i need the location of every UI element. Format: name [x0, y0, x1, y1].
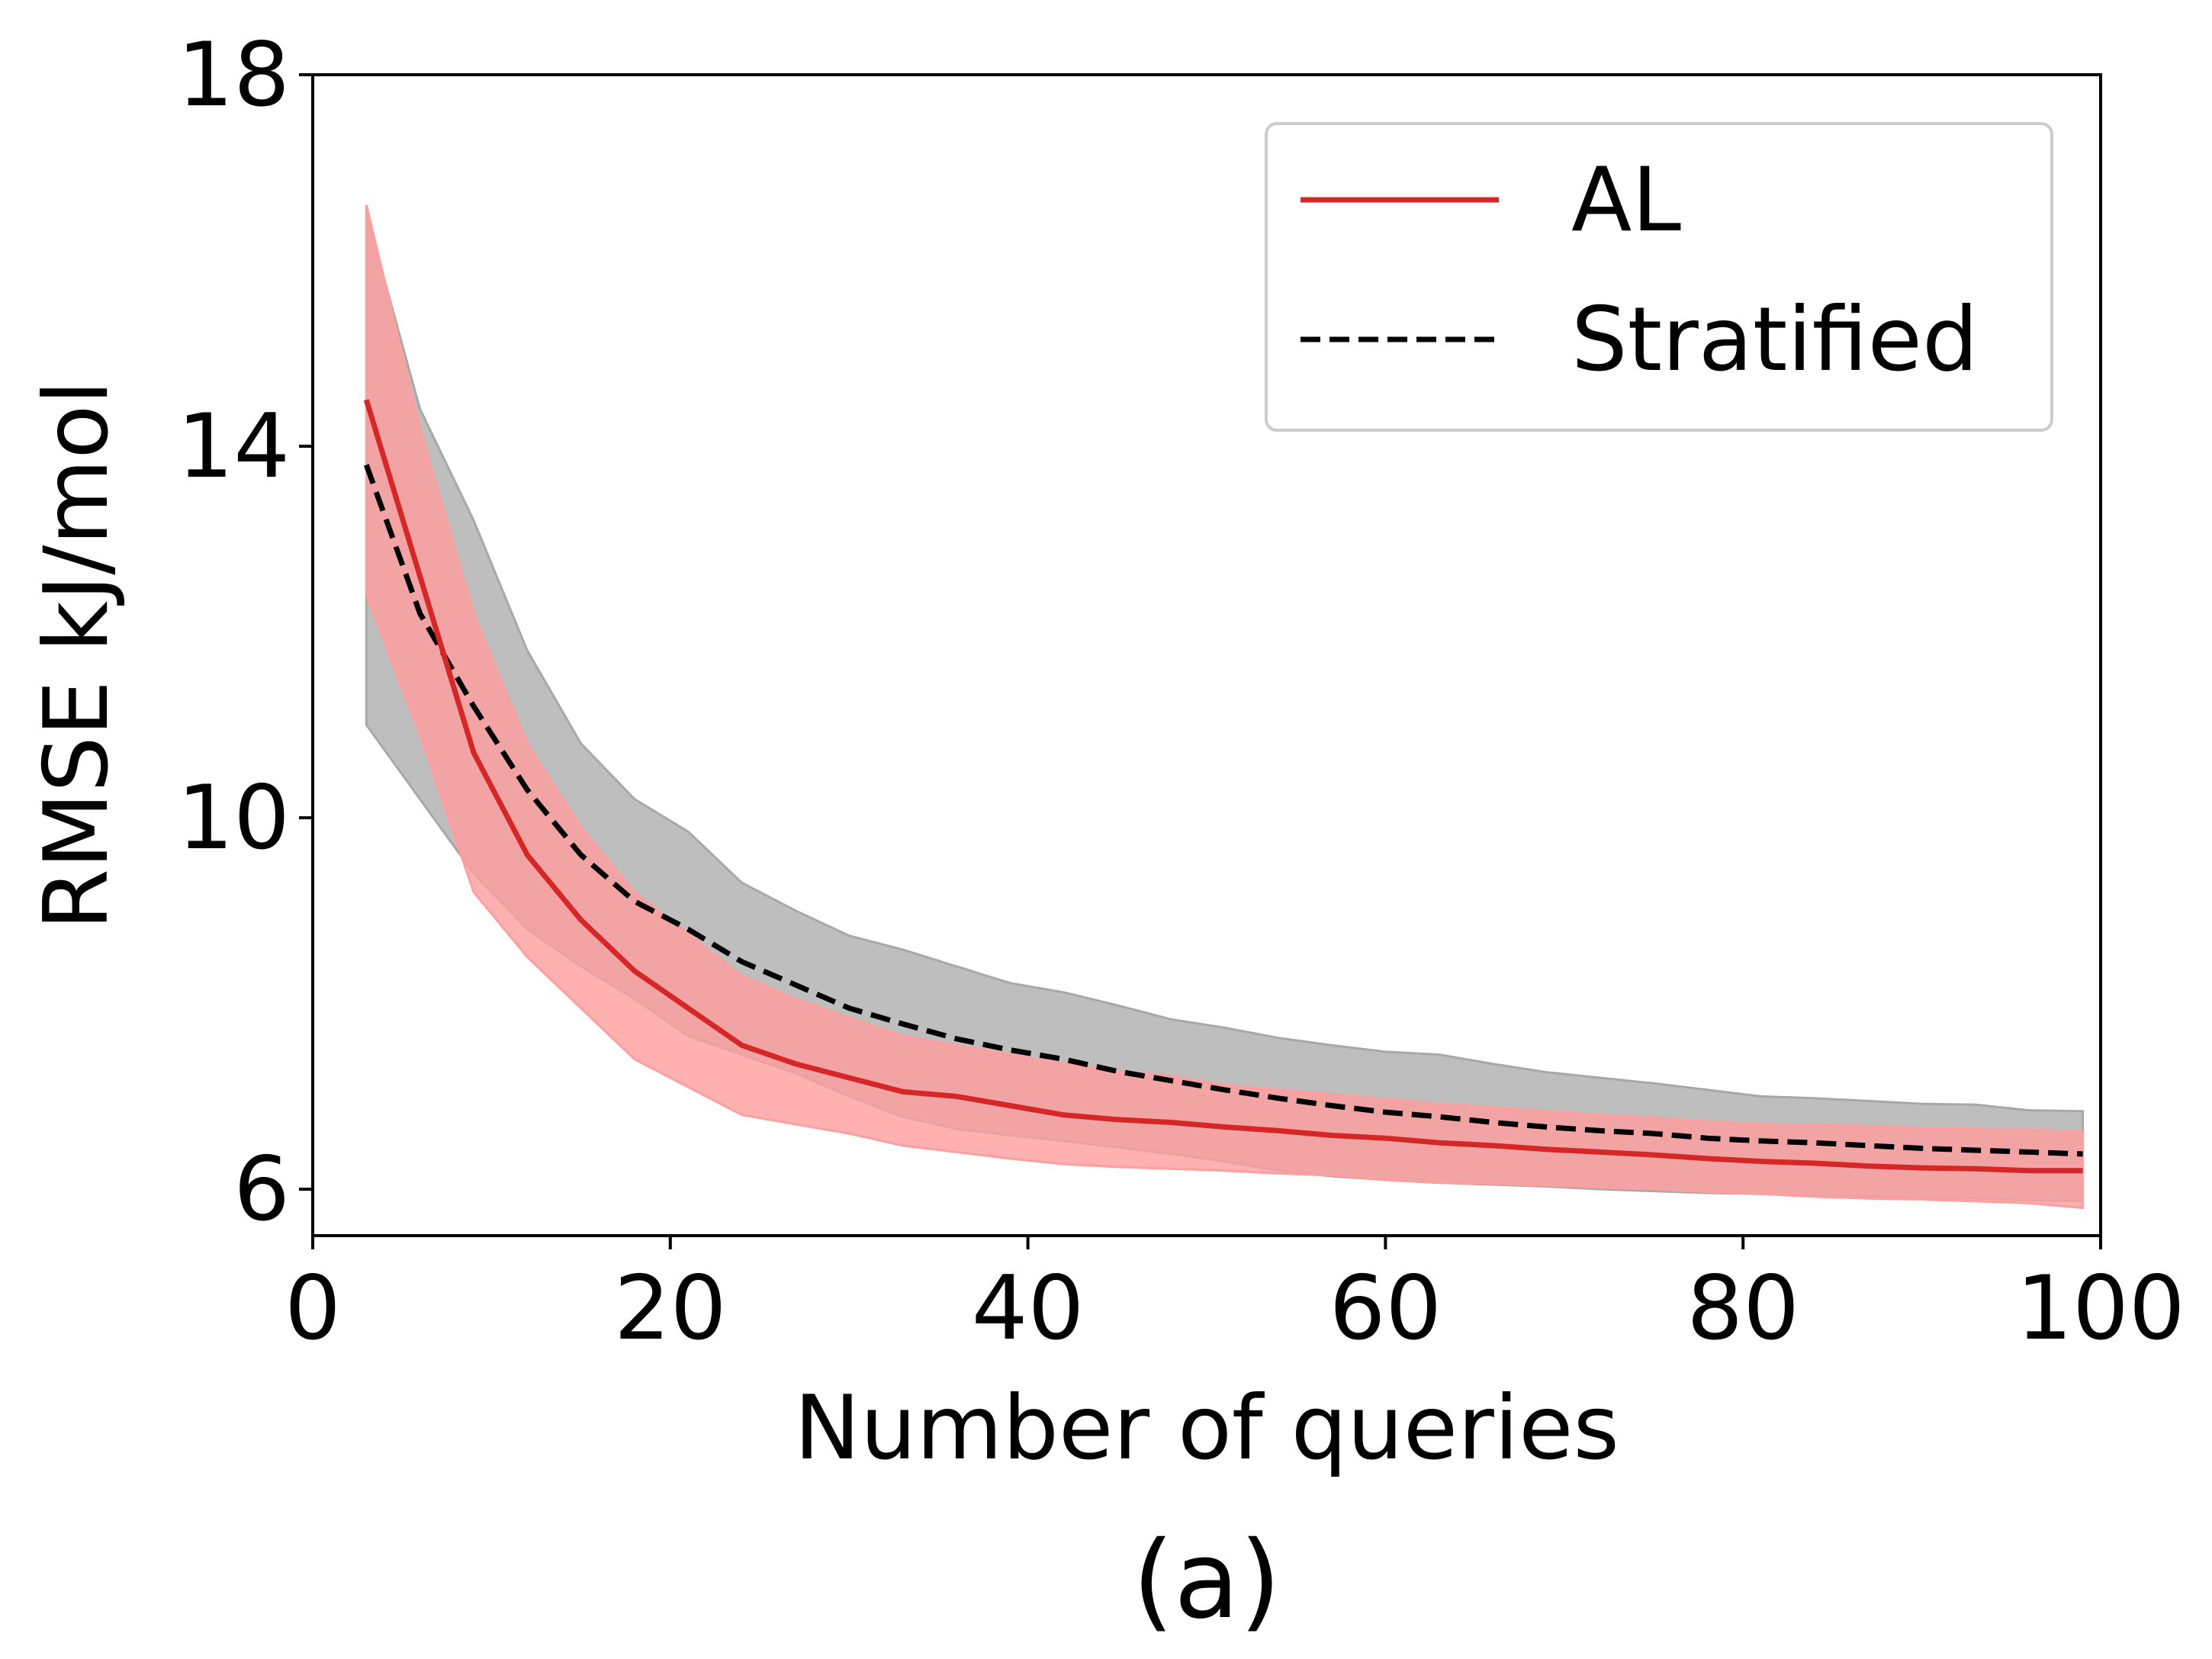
figure-caption: (a) [1132, 1519, 1281, 1643]
x-tick-label: 20 [614, 1257, 727, 1360]
y-axis-label: RMSE kJ/mol [25, 380, 128, 930]
y-axis-ticks: 6 10 14 18 [177, 24, 313, 1241]
y-tick-label: 14 [177, 395, 290, 498]
x-tick-label: 60 [1329, 1257, 1442, 1360]
line-stratified [364, 464, 2083, 1157]
confidence-bands [365, 204, 2085, 1210]
x-tick-label: 0 [285, 1257, 341, 1360]
line-al [363, 399, 2083, 1174]
plot-frame [311, 73, 2102, 1237]
legend-label-al: AL [1571, 149, 1681, 252]
legend: AL Stratified [1265, 122, 2053, 432]
x-tick-label: 100 [2016, 1257, 2185, 1360]
y-tick-label: 6 [233, 1138, 290, 1241]
legend-label-stratified: Stratified [1571, 288, 1979, 391]
x-axis-ticks: 0 20 40 60 80 100 [285, 1236, 2185, 1360]
y-tick-label: 10 [177, 767, 290, 870]
y-tick-label: 18 [177, 24, 290, 127]
band-al [365, 204, 2085, 1210]
x-tick-label: 80 [1686, 1257, 1799, 1360]
x-tick-label: 40 [972, 1257, 1085, 1360]
series-lines [363, 399, 2083, 1174]
x-axis-label: Number of queries [794, 1377, 1619, 1480]
